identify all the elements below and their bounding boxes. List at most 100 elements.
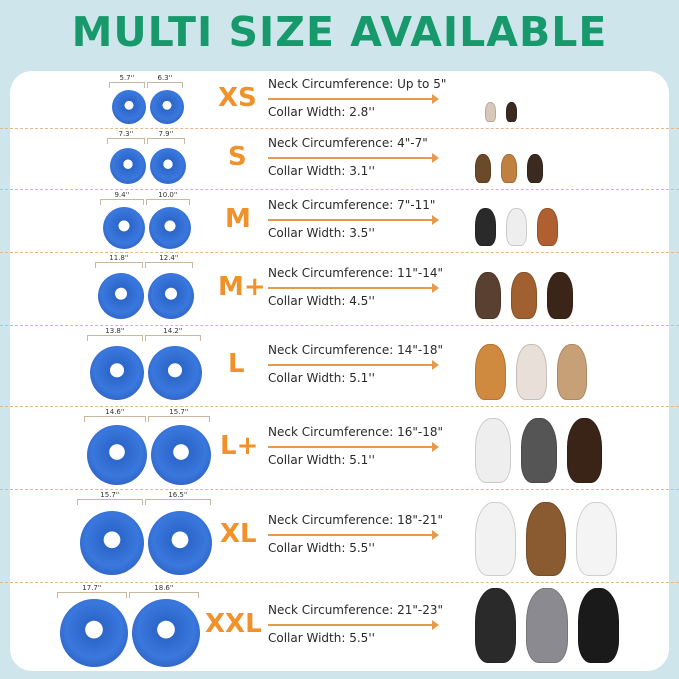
width-label: Collar Width: <box>268 293 346 308</box>
dog-image <box>556 344 588 400</box>
size-label: L <box>228 348 245 379</box>
dimension-line <box>109 82 145 88</box>
dimension-label: 13.8'' <box>105 327 125 335</box>
neck-value: 21"-23" <box>397 602 444 617</box>
neck-circumference: Neck Circumference: Up to 5" <box>268 77 446 91</box>
row-divider <box>0 406 679 407</box>
row-divider <box>0 189 679 190</box>
neck-circumference: Neck Circumference: 11"-14" <box>268 266 443 280</box>
dog-image <box>536 208 558 246</box>
dimension-label: 16.5'' <box>168 491 188 499</box>
neck-label: Neck Circumference: <box>268 342 394 357</box>
neck-circumference: Neck Circumference: 7"-11" <box>268 198 435 212</box>
dog-image <box>526 154 543 183</box>
width-label: Collar Width: <box>268 225 346 240</box>
width-label: Collar Width: <box>268 540 346 555</box>
width-label: Collar Width: <box>268 163 346 178</box>
neck-circumference: Neck Circumference: 21"-23" <box>268 603 443 617</box>
dog-image <box>475 344 506 400</box>
collar-image <box>150 90 184 124</box>
dimension-line <box>100 199 144 205</box>
collar-image <box>98 272 144 319</box>
collar-width: Collar Width: 5.5'' <box>268 541 375 555</box>
width-value: 3.1'' <box>349 163 375 178</box>
collar-image <box>90 345 144 400</box>
dimension-line <box>107 138 145 144</box>
row-divider <box>0 128 679 129</box>
dog-image <box>566 418 603 483</box>
size-label: M+ <box>218 271 266 302</box>
neck-value: 11"-14" <box>397 265 444 280</box>
dog-image <box>485 102 496 122</box>
dog-image <box>515 344 547 400</box>
collar-image <box>148 510 212 575</box>
size-label: M <box>225 203 251 234</box>
neck-value: 16"-18" <box>397 424 444 439</box>
collar-image <box>149 206 191 249</box>
dog-image <box>525 502 567 576</box>
dimension-label: 14.6'' <box>105 408 125 416</box>
dog-image <box>506 102 517 122</box>
neck-label: Neck Circumference: <box>268 197 394 212</box>
row-divider <box>0 582 679 583</box>
collar-image <box>148 272 194 319</box>
dimension-label: 14.2'' <box>163 327 183 335</box>
dimension-line <box>145 499 211 505</box>
width-value: 3.5'' <box>349 225 375 240</box>
dog-image <box>510 272 537 319</box>
dog-image <box>505 208 527 246</box>
collar-image <box>150 147 186 184</box>
width-value: 5.5'' <box>349 540 375 555</box>
collar-width: Collar Width: 5.1'' <box>268 371 375 385</box>
neck-label: Neck Circumference: <box>268 602 394 617</box>
dimension-line <box>95 262 143 268</box>
dimension-line <box>145 335 201 341</box>
collar-image <box>60 598 128 667</box>
collar-image <box>80 510 144 575</box>
arrow-icon <box>268 359 439 370</box>
dimension-label: 9.4'' <box>114 191 130 199</box>
collar-width: Collar Width: 3.1'' <box>268 164 375 178</box>
dimension-label: 6.3'' <box>157 74 173 82</box>
dimension-line <box>147 82 183 88</box>
arrow-icon <box>268 441 439 452</box>
dimension-label: 11.8'' <box>109 254 129 262</box>
row-divider <box>0 325 679 326</box>
collar-width: Collar Width: 5.5'' <box>268 631 375 645</box>
arrow-icon <box>268 152 439 163</box>
collar-width: Collar Width: 3.5'' <box>268 226 375 240</box>
neck-label: Neck Circumference: <box>268 77 394 91</box>
collar-image <box>112 90 146 124</box>
neck-circumference: Neck Circumference: 4"-7" <box>268 136 428 150</box>
dimension-line <box>87 335 143 341</box>
neck-circumference: Neck Circumference: 14"-18" <box>268 343 443 357</box>
arrow-icon <box>268 282 439 293</box>
dimension-label: 18.6'' <box>154 584 174 592</box>
dog-image <box>475 154 491 183</box>
dimension-label: 7.9'' <box>158 130 174 138</box>
neck-label: Neck Circumference: <box>268 265 394 280</box>
size-label: XXL <box>205 608 262 639</box>
dimension-line <box>84 416 146 422</box>
dog-image <box>500 154 517 183</box>
dog-image <box>526 588 568 663</box>
dimension-line <box>77 499 143 505</box>
width-label: Collar Width: <box>268 452 346 467</box>
collar-image <box>148 345 202 400</box>
dog-image <box>475 208 496 246</box>
collar-image <box>132 598 200 667</box>
neck-label: Neck Circumference: <box>268 135 394 150</box>
neck-circumference: Neck Circumference: 16"-18" <box>268 425 443 439</box>
page-title: MULTI SIZE AVAILABLE <box>71 8 608 56</box>
dog-image <box>576 502 618 576</box>
dimension-line <box>129 592 199 598</box>
neck-label: Neck Circumference: <box>268 512 394 527</box>
dimension-line <box>147 138 185 144</box>
neck-value: 18"-21" <box>397 512 444 527</box>
arrow-icon <box>268 214 439 225</box>
collar-image <box>151 424 211 485</box>
dog-image <box>577 588 619 663</box>
neck-value: 14"-18" <box>397 342 444 357</box>
neck-value: 4"-7" <box>397 135 428 150</box>
dog-image <box>475 272 501 319</box>
